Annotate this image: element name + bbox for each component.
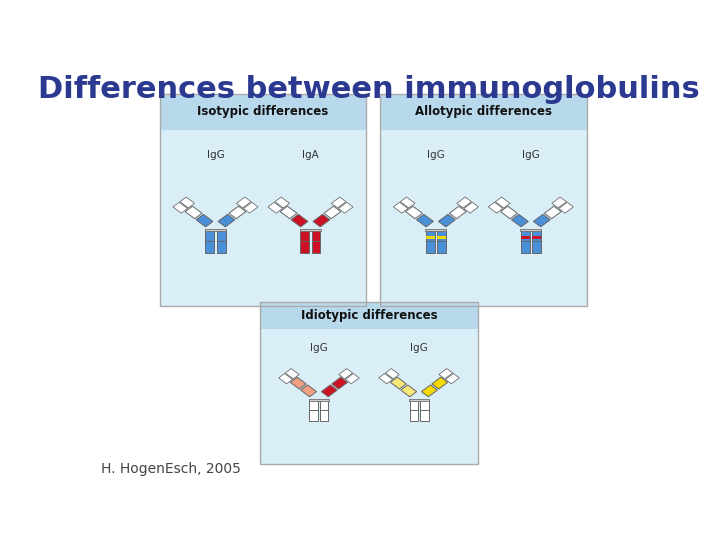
Bar [426, 230, 435, 253]
Bar [160, 130, 366, 306]
Polygon shape [275, 197, 289, 208]
Bar [205, 230, 215, 253]
Polygon shape [393, 202, 408, 213]
Text: IgG: IgG [310, 343, 328, 353]
Polygon shape [180, 197, 194, 208]
Polygon shape [291, 214, 308, 227]
Polygon shape [495, 197, 510, 208]
Text: IgG: IgG [207, 150, 225, 160]
Bar [532, 235, 541, 239]
Polygon shape [280, 206, 297, 219]
Bar [426, 229, 446, 231]
Polygon shape [559, 202, 573, 213]
Polygon shape [438, 214, 455, 227]
Bar [521, 235, 530, 239]
Polygon shape [457, 197, 472, 208]
Text: Differences between immunoglobulins: Differences between immunoglobulins [38, 75, 700, 104]
Polygon shape [449, 206, 466, 219]
Polygon shape [301, 385, 317, 397]
Polygon shape [488, 202, 503, 213]
Bar [380, 130, 587, 306]
Polygon shape [313, 214, 330, 227]
Polygon shape [421, 385, 437, 397]
Polygon shape [390, 377, 406, 389]
Bar [310, 400, 318, 421]
Polygon shape [268, 202, 282, 213]
Polygon shape [285, 369, 299, 379]
Text: Allotypic differences: Allotypic differences [415, 105, 552, 118]
Text: IgG: IgG [427, 150, 445, 160]
Bar [532, 230, 541, 253]
Bar [300, 230, 309, 253]
Polygon shape [439, 369, 453, 379]
Bar [521, 229, 541, 231]
Bar [410, 400, 418, 421]
Bar [205, 229, 226, 231]
Text: IgA: IgA [302, 150, 319, 160]
Polygon shape [236, 197, 251, 208]
Polygon shape [446, 374, 459, 384]
Text: H. HogenEsch, 2005: H. HogenEsch, 2005 [101, 462, 241, 476]
Polygon shape [185, 206, 202, 219]
Polygon shape [332, 377, 348, 389]
Bar [437, 230, 446, 253]
Polygon shape [500, 206, 518, 219]
Bar [437, 235, 446, 239]
Polygon shape [511, 214, 528, 227]
Polygon shape [290, 377, 306, 389]
Polygon shape [417, 214, 433, 227]
Polygon shape [229, 206, 246, 219]
Polygon shape [552, 197, 567, 208]
Polygon shape [218, 214, 235, 227]
Polygon shape [196, 214, 213, 227]
Bar [380, 94, 587, 130]
Polygon shape [405, 206, 423, 219]
Polygon shape [321, 385, 337, 397]
Bar [260, 302, 478, 329]
Polygon shape [464, 202, 479, 213]
Polygon shape [243, 202, 258, 213]
Text: Idiotypic differences: Idiotypic differences [301, 309, 437, 322]
Bar [380, 94, 587, 306]
Polygon shape [338, 202, 353, 213]
Polygon shape [339, 369, 353, 379]
Bar [312, 230, 320, 253]
Bar [320, 400, 328, 421]
Polygon shape [432, 377, 448, 389]
Polygon shape [379, 374, 392, 384]
Bar [217, 230, 225, 253]
Bar [521, 230, 530, 253]
Polygon shape [173, 202, 187, 213]
Polygon shape [331, 197, 346, 208]
Bar [160, 94, 366, 130]
Polygon shape [534, 214, 550, 227]
Text: IgG: IgG [410, 343, 428, 353]
Polygon shape [279, 374, 292, 384]
Polygon shape [385, 369, 399, 379]
Bar [260, 329, 478, 464]
Polygon shape [324, 206, 341, 219]
Bar [300, 229, 321, 231]
Bar [309, 399, 329, 401]
Polygon shape [400, 197, 415, 208]
Bar [420, 400, 428, 421]
Bar [260, 302, 478, 464]
Text: Isotypic differences: Isotypic differences [197, 105, 328, 118]
Polygon shape [346, 374, 359, 384]
Bar [160, 94, 366, 306]
Bar [409, 399, 429, 401]
Text: IgG: IgG [522, 150, 540, 160]
Bar [426, 235, 435, 239]
Polygon shape [401, 385, 417, 397]
Polygon shape [544, 206, 561, 219]
